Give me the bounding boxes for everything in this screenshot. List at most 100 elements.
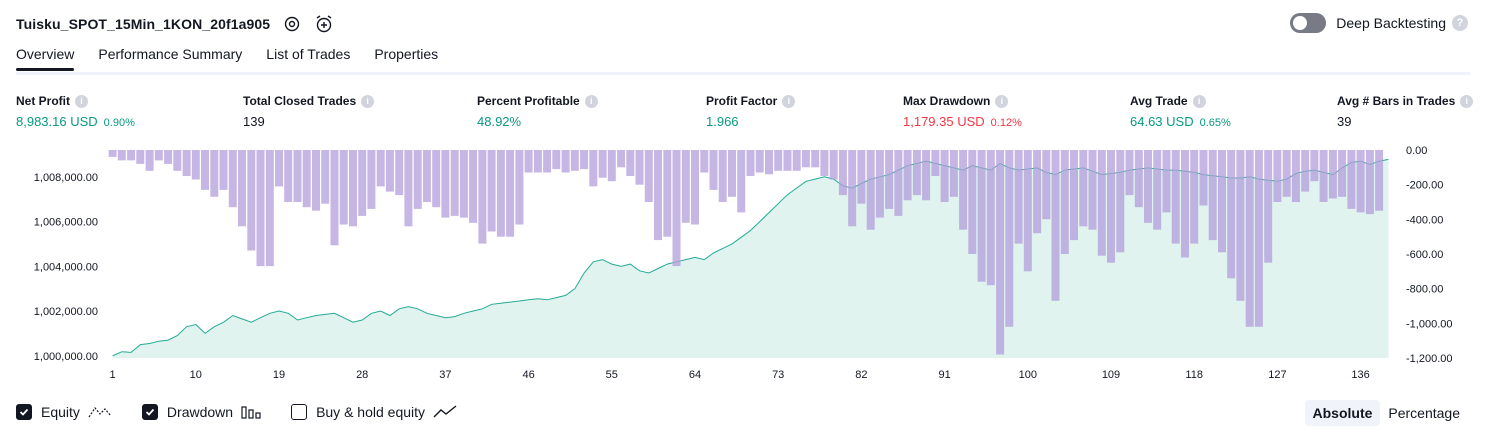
drawdown-bar: [820, 150, 829, 176]
drawdown-bar: [385, 150, 394, 192]
drawdown-bar: [496, 150, 505, 237]
metric-percent: 0.65%: [1199, 117, 1231, 129]
drawdown-bar: [533, 150, 542, 173]
buy-hold-checkbox[interactable]: [291, 404, 308, 420]
drawdown-bar: [829, 150, 838, 180]
info-icon[interactable]: i: [75, 94, 88, 108]
drawdown-bar: [1190, 150, 1199, 244]
equity-checkbox[interactable]: [16, 404, 32, 420]
drawdown-bar: [1014, 150, 1023, 244]
info-icon[interactable]: i: [995, 94, 1009, 108]
metric-value: 8,983.16 USD: [16, 114, 98, 129]
tab-properties[interactable]: Properties: [374, 46, 439, 62]
drawdown-bar: [506, 150, 515, 237]
drawdown-bar: [395, 150, 404, 196]
drawdown-bar: [1134, 150, 1143, 208]
drawdown-bar: [1301, 150, 1310, 192]
drawdown-bar: [728, 150, 736, 197]
tab-divider: [16, 72, 1470, 75]
drawdown-bar: [1079, 150, 1088, 227]
drawdown-bar: [912, 150, 921, 196]
drawdown-bar: [1245, 150, 1254, 327]
info-icon[interactable]: i: [584, 94, 598, 108]
info-icon[interactable]: i: [782, 94, 796, 108]
drawdown-bar: [968, 150, 977, 254]
drawdown-bar: [127, 150, 136, 161]
metric-label: Percent Profitable: [477, 94, 580, 108]
drawdown-bar: [801, 150, 810, 168]
drawdown-bar: [635, 150, 644, 185]
x-tick-label: 19: [273, 369, 285, 381]
drawdown-bar: [358, 150, 367, 216]
drawdown-bar: [1254, 150, 1263, 327]
y-right-tick-label: 0.00: [1406, 145, 1427, 157]
drawdown-bar: [580, 150, 589, 170]
drawdown-bar: [996, 150, 1005, 355]
drawdown-bar: [164, 150, 173, 164]
legend-buy-hold[interactable]: Buy & hold equity: [291, 404, 457, 420]
drawdown-bar: [838, 150, 847, 196]
chart-legend: Equity Drawdown Buy & hold equity: [16, 404, 487, 420]
drawdown-bar: [1319, 150, 1328, 202]
metric-value: 39: [1337, 114, 1352, 129]
drawdown-checkbox[interactable]: [141, 404, 158, 420]
drawdown-bar: [210, 150, 219, 197]
drawdown-bar: [1365, 150, 1374, 215]
drawdown-bar: [404, 150, 413, 227]
metric-label: Total Closed Trades: [243, 94, 357, 108]
metric-percent: 0.12%: [990, 117, 1022, 129]
metric-value: 1,179.35 USD: [903, 114, 985, 129]
x-tick-label: 118: [1185, 369, 1203, 381]
equity-drawdown-chart[interactable]: 1,000,000.00 1,002,000.00 1,004,000.00 1,00…: [0, 140, 1486, 390]
absolute-button[interactable]: Absolute: [1304, 400, 1381, 426]
metric-value: 1.966: [706, 114, 739, 129]
legend-drawdown[interactable]: Drawdown: [141, 404, 261, 420]
y-right-tick-label: -600.00: [1406, 249, 1443, 261]
add-alert-icon[interactable]: [314, 14, 334, 34]
drawdown-bar: [986, 150, 995, 286]
y-left-tick-label: 1,008,000.00: [34, 172, 98, 184]
tab-list-of-trades[interactable]: List of Trades: [266, 46, 351, 62]
drawdown-bar: [589, 150, 598, 187]
drawdown-bar: [1347, 150, 1356, 209]
deep-backtesting-toggle[interactable]: [1290, 13, 1327, 33]
x-tick-label: 28: [356, 369, 368, 381]
y-left-tick-label: 1,004,000.00: [34, 261, 98, 273]
drawdown-bar: [940, 150, 949, 202]
drawdown-bar: [1088, 150, 1097, 230]
drawdown-bar: [644, 150, 653, 202]
drawdown-bar: [1171, 150, 1180, 244]
drawdown-bar: [857, 150, 866, 204]
drawdown-bar: [1097, 150, 1106, 256]
metric-avg-trade: Avg Trade i 64.63 USD 0.65%: [1130, 94, 1231, 129]
drawdown-bar: [1153, 150, 1162, 230]
drawdown-bar: [1236, 150, 1245, 301]
info-icon[interactable]: i: [361, 94, 375, 108]
mode-switch: Absolute Percentage: [1304, 400, 1469, 426]
tab-overview[interactable]: Overview: [16, 46, 75, 71]
tab-bar: Overview Performance Summary List of Tra…: [16, 46, 462, 71]
percentage-button[interactable]: Percentage: [1388, 405, 1460, 421]
info-icon[interactable]: i: [1460, 94, 1474, 108]
help-icon[interactable]: ?: [1452, 15, 1468, 31]
drawdown-bar: [1116, 150, 1125, 253]
settings-icon[interactable]: [282, 14, 302, 34]
info-icon[interactable]: i: [1192, 94, 1206, 108]
legend-drawdown-label: Drawdown: [166, 404, 234, 420]
drawdown-bar: [607, 150, 616, 182]
legend-equity-label: Equity: [41, 404, 80, 420]
drawdown-bar: [136, 150, 145, 164]
metric-value: 64.63 USD: [1130, 114, 1194, 129]
drawdown-bar: [1005, 150, 1014, 327]
legend-equity[interactable]: Equity: [16, 404, 112, 420]
drawdown-bar: [145, 150, 154, 171]
metric-total-closed-trades: Total Closed Trades i 139: [243, 94, 375, 129]
tab-performance-summary[interactable]: Performance Summary: [98, 46, 243, 62]
metric-value: 48.92%: [477, 114, 522, 129]
y-right-tick-label: -1,000.00: [1406, 318, 1452, 330]
drawdown-bar: [561, 150, 570, 173]
drawdown-bar: [977, 150, 986, 282]
drawdown-bar: [154, 150, 163, 161]
drawdown-bar: [1282, 150, 1291, 197]
drawdown-bar: [459, 150, 468, 218]
